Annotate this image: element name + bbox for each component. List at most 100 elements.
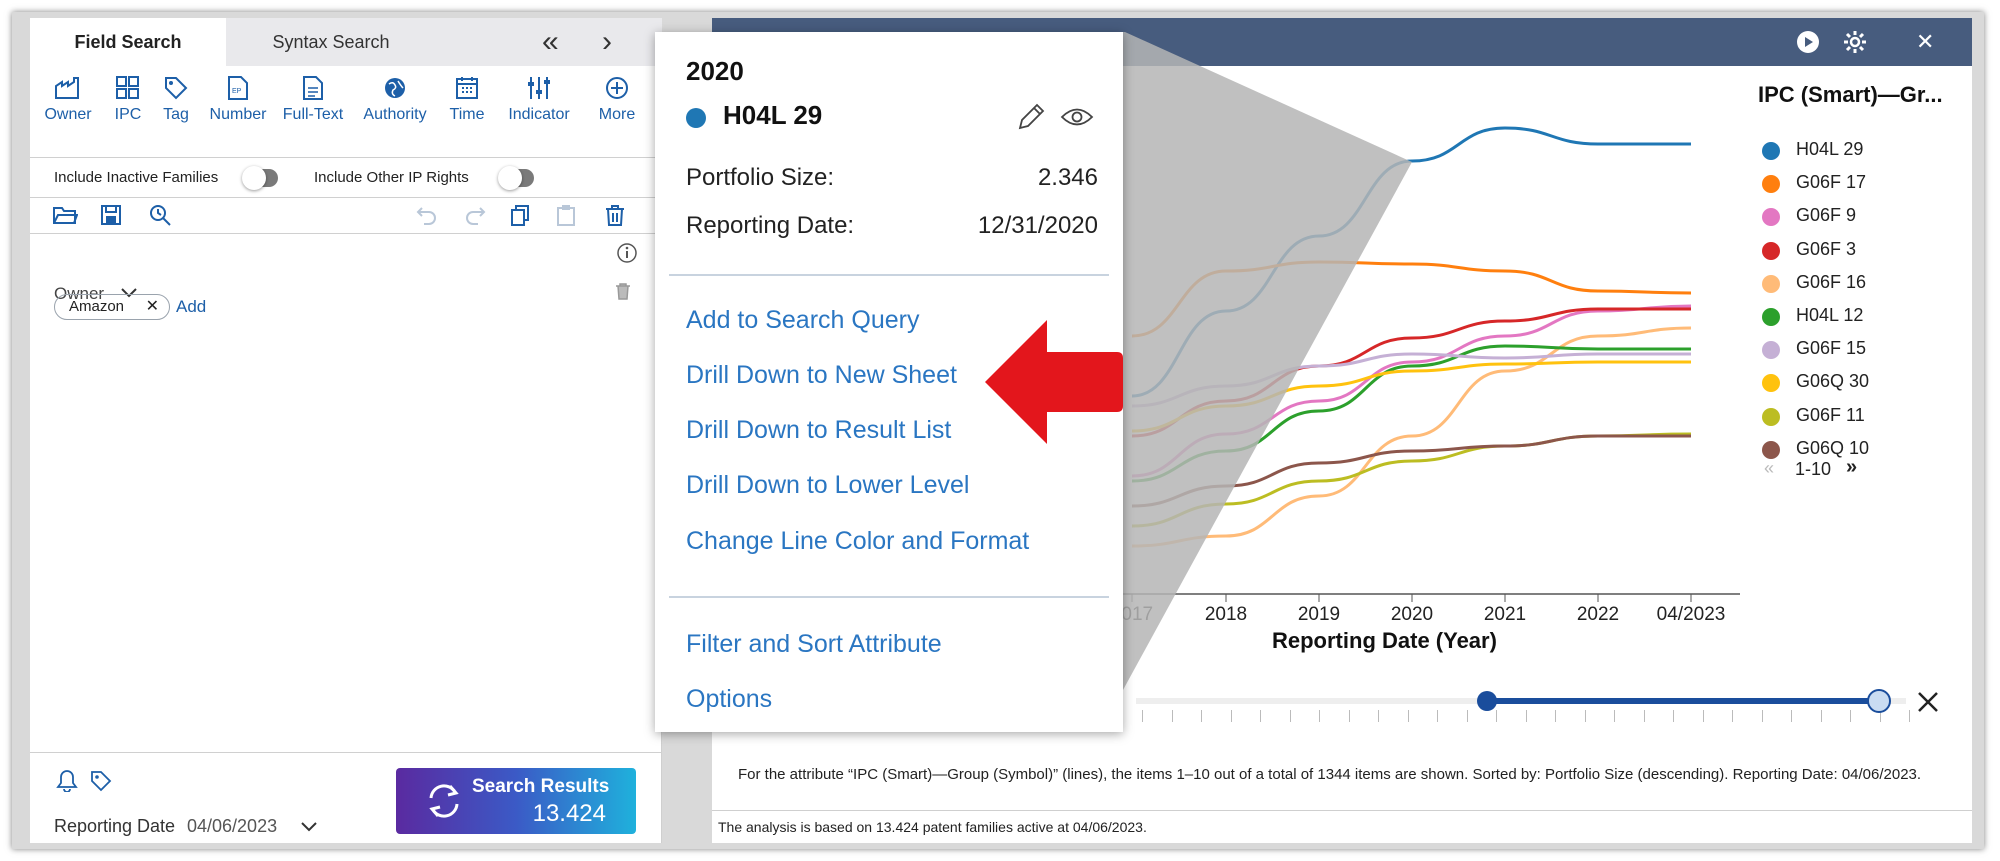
indicator-tool-button[interactable]: Indicator: [500, 76, 578, 124]
factory-icon: [55, 77, 79, 99]
reporting-date-value[interactable]: 04/06/2023: [187, 816, 278, 836]
popup-callout: [1100, 32, 1412, 732]
legend-color-dot: [1762, 308, 1780, 326]
popup-series-name: H04L 29: [723, 100, 823, 130]
menu-divider: [669, 274, 1109, 276]
slider-end-handle[interactable]: [1867, 689, 1891, 713]
collapse-panel-icon[interactable]: «: [542, 25, 559, 58]
save-icon[interactable]: [100, 204, 122, 226]
legend-color-dot: [1762, 440, 1780, 459]
fulltext-tool-button[interactable]: Full-Text: [280, 76, 346, 124]
slider-tick: [1260, 710, 1261, 722]
sliders-icon: [528, 77, 550, 99]
plus-circle-icon: [606, 77, 628, 99]
copy-icon[interactable]: [510, 204, 532, 226]
series-color-dot: [686, 108, 706, 128]
options-item[interactable]: Options: [686, 685, 773, 713]
slider-tick: [1761, 710, 1763, 722]
menu-divider: [669, 596, 1109, 598]
slider-tick: [1230, 710, 1232, 722]
search-tabbar: Field Search Syntax Search « ›: [30, 18, 662, 66]
x-tick-label: 2021: [1484, 604, 1526, 625]
analysis-note: The analysis is based on 13.424 patent f…: [712, 810, 1972, 843]
x-tick-label: 2022: [1577, 604, 1619, 625]
drill-down-lower-level-item[interactable]: Drill Down to Lower Level: [686, 471, 970, 499]
legend-color-dot: [1762, 142, 1780, 160]
close-icon[interactable]: ✕: [1916, 29, 1935, 54]
time-tool-button[interactable]: Time: [444, 76, 490, 124]
paste-icon[interactable]: [556, 204, 578, 226]
search-results-label: Search Results: [472, 776, 610, 797]
slider-tick: [1437, 710, 1438, 722]
refresh-icon: [429, 784, 459, 818]
legend-label: G06F 3: [1796, 238, 1857, 259]
search-results-count: 13.424: [532, 800, 606, 827]
edit-pencil-icon[interactable]: [1016, 102, 1046, 132]
portfolio-size-value: 2.346: [1037, 164, 1098, 191]
legend-color-dot: [1762, 407, 1780, 426]
file-actions-toolbar: [30, 198, 662, 234]
slider-start-handle[interactable]: [1477, 691, 1497, 711]
search-results-button[interactable]: Search Results 13.424: [396, 768, 636, 834]
inactive-families-toggle[interactable]: [242, 166, 278, 190]
info-icon[interactable]: [616, 242, 638, 264]
time-slider-range: [1487, 698, 1879, 704]
change-line-color-item[interactable]: Change Line Color and Format: [686, 527, 1030, 555]
fulltext-tool-label: Full-Text: [282, 106, 344, 123]
tag-tool-button[interactable]: Tag: [156, 76, 196, 124]
legend-color-dot: [1762, 241, 1780, 260]
authority-tool-button[interactable]: Authority: [356, 76, 434, 124]
undo-icon[interactable]: [416, 204, 438, 226]
filter-sort-attribute-item[interactable]: Filter and Sort Attribute: [686, 630, 942, 658]
legend-label: H04L 12: [1796, 305, 1864, 325]
x-tick-label: 2019: [1298, 604, 1340, 625]
portfolio-size-label: Portfolio Size:: [686, 164, 835, 191]
number-tool-label: Number: [209, 106, 267, 123]
x-tick-label: 04/2023: [1657, 604, 1726, 625]
number-tool-button[interactable]: EP Number: [206, 76, 270, 124]
owner-tool-button[interactable]: Owner: [38, 76, 98, 124]
ipc-tool-button[interactable]: IPC: [108, 76, 148, 124]
drill-down-result-list-item[interactable]: Drill Down to Result List: [686, 416, 952, 444]
close-icon[interactable]: [1916, 690, 1940, 714]
slider-tick: [1407, 710, 1409, 722]
more-tool-button[interactable]: More: [592, 76, 642, 124]
slider-tick: [1850, 710, 1851, 722]
chevron-down-icon[interactable]: [300, 820, 318, 834]
folder-open-icon[interactable]: [52, 204, 78, 226]
trash-icon[interactable]: [614, 282, 632, 300]
trash-icon[interactable]: [604, 204, 626, 226]
add-owner-link[interactable]: Add: [176, 297, 207, 316]
popup-reporting-date-label: Reporting Date:: [686, 212, 855, 239]
popup-year: 2020: [686, 56, 744, 86]
legend-color-dot: [1762, 274, 1780, 293]
slider-tick: [1909, 710, 1910, 722]
more-tool-label: More: [598, 106, 636, 123]
gear-icon[interactable]: [1842, 29, 1868, 55]
play-icon[interactable]: [1796, 30, 1820, 54]
chevron-down-icon[interactable]: [120, 286, 138, 300]
legend-label: G06F 11: [1796, 404, 1865, 425]
tab-field-search[interactable]: Field Search: [30, 18, 226, 66]
remove-chip-icon[interactable]: ✕: [145, 298, 159, 315]
grid-icon: [116, 76, 139, 99]
slider-tick: [1584, 710, 1586, 722]
search-history-icon[interactable]: [148, 204, 172, 226]
tab-syntax-search[interactable]: Syntax Search: [272, 32, 390, 52]
series-line[interactable]: [1131, 326, 1692, 548]
drill-down-new-sheet-item[interactable]: Drill Down to New Sheet: [686, 361, 957, 389]
x-axis-title: Reporting Date (Year): [1272, 628, 1497, 653]
add-to-search-query-item[interactable]: Add to Search Query: [686, 306, 920, 334]
time-tool-label: Time: [449, 106, 485, 123]
legend-prev-icon[interactable]: «: [1764, 458, 1775, 478]
eye-icon[interactable]: [1060, 106, 1094, 128]
slider-tick: [1702, 710, 1704, 722]
indicator-tool-label: Indicator: [508, 106, 570, 123]
calendar-icon: [456, 77, 478, 99]
tag-icon[interactable]: [90, 770, 112, 792]
redo-icon[interactable]: [464, 204, 486, 226]
bell-icon[interactable]: [56, 768, 78, 792]
other-ip-rights-toggle[interactable]: [498, 166, 534, 190]
chevron-right-icon[interactable]: ›: [602, 25, 612, 58]
legend-next-icon[interactable]: »: [1846, 456, 1858, 478]
